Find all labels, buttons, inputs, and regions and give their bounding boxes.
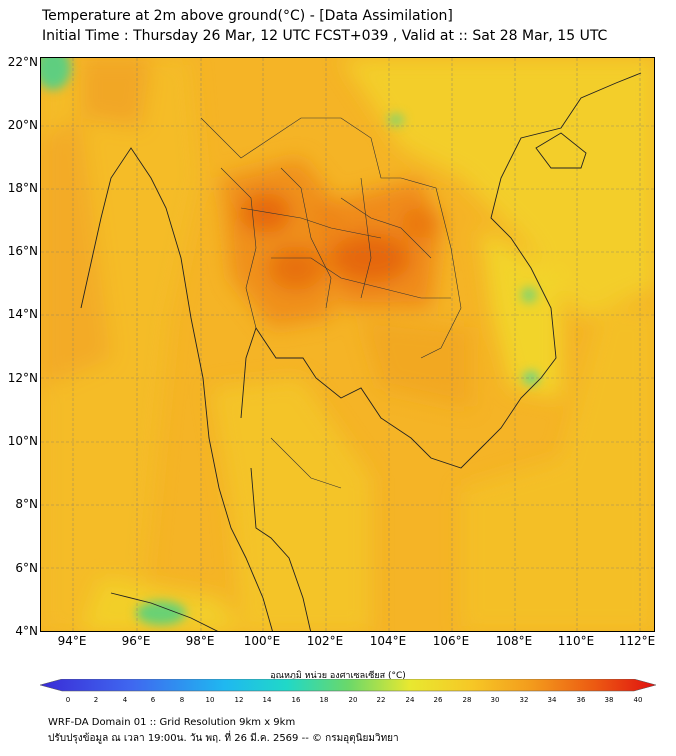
cb-tick-20: 20 — [348, 696, 358, 704]
cb-tick-32: 32 — [519, 696, 529, 704]
lat-tick-22: 22°N — [7, 55, 38, 69]
cb-tick-0: 0 — [65, 696, 71, 704]
cb-tick-26: 26 — [433, 696, 443, 704]
lat-tick-12: 12°N — [7, 371, 38, 385]
coastlines — [80, 72, 642, 631]
admin-borders — [200, 117, 462, 489]
lat-tick-10: 10°N — [7, 434, 38, 448]
footer-domain: WRF-DA Domain 01 :: Grid Resolution 9km … — [48, 717, 296, 728]
lon-tick-112: 112°E — [618, 634, 656, 648]
cb-tick-34: 34 — [547, 696, 557, 704]
lat-tick-6: 6°N — [15, 561, 38, 575]
lon-tick-100: 100°E — [243, 634, 281, 648]
cb-tick-38: 38 — [604, 696, 614, 704]
colorbar-gradient — [40, 679, 656, 692]
cb-tick-22: 22 — [376, 696, 386, 704]
footer-updated: ปรับปรุงข้อมูล ณ เวลา 19:00น. วัน พฤ. ที… — [48, 733, 399, 744]
cb-tick-16: 16 — [291, 696, 301, 704]
cb-tick-6: 6 — [150, 696, 156, 704]
lon-tick-102: 102°E — [306, 634, 344, 648]
colorbar — [40, 679, 656, 692]
lon-tick-106: 106°E — [432, 634, 470, 648]
map-svg — [41, 58, 654, 631]
lon-tick-104: 104°E — [369, 634, 407, 648]
cb-tick-40: 40 — [633, 696, 643, 704]
lat-tick-4: 4°N — [15, 624, 38, 638]
lat-tick-20: 20°N — [7, 118, 38, 132]
cb-tick-14: 14 — [262, 696, 272, 704]
lon-tick-110: 110°E — [557, 634, 595, 648]
lat-tick-18: 18°N — [7, 181, 38, 195]
cb-tick-30: 30 — [490, 696, 500, 704]
cb-tick-18: 18 — [319, 696, 329, 704]
cb-tick-2: 2 — [93, 696, 99, 704]
lat-tick-14: 14°N — [7, 307, 38, 321]
cb-tick-4: 4 — [122, 696, 128, 704]
cb-tick-36: 36 — [576, 696, 586, 704]
lon-tick-96: 96°E — [121, 634, 151, 648]
title-line-1: Temperature at 2m above ground(°C) - [Da… — [42, 8, 453, 24]
cb-tick-24: 24 — [405, 696, 415, 704]
colorbar-title: อุณหภูมิ หน่วย องศาเซลเซียส (°C) — [270, 671, 406, 681]
cb-tick-12: 12 — [234, 696, 244, 704]
cb-tick-10: 10 — [205, 696, 215, 704]
lon-tick-94: 94°E — [57, 634, 87, 648]
chart-title: Temperature at 2m above ground(°C) - [Da… — [42, 6, 607, 46]
cool-spots — [41, 58, 539, 625]
lon-tick-98: 98°E — [185, 634, 215, 648]
lon-tick-108: 108°E — [495, 634, 533, 648]
cb-tick-28: 28 — [462, 696, 472, 704]
lat-tick-8: 8°N — [15, 497, 38, 511]
title-line-2: Initial Time : Thursday 26 Mar, 12 UTC F… — [42, 28, 608, 44]
temperature-map — [40, 57, 655, 632]
lat-tick-16: 16°N — [7, 244, 38, 258]
cb-tick-8: 8 — [179, 696, 185, 704]
graticule — [41, 58, 654, 631]
